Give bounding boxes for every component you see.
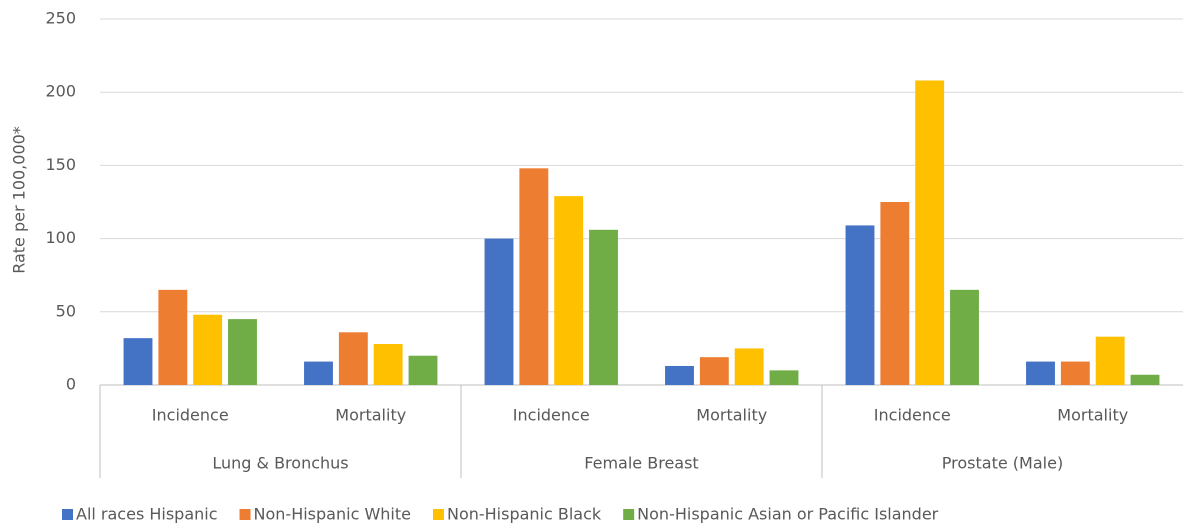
y-tick-label: 50 xyxy=(56,301,76,320)
bar xyxy=(304,361,333,385)
group-label: Lung & Bronchus xyxy=(212,454,348,473)
legend-label: All races Hispanic xyxy=(76,505,218,524)
x-tick-label: Mortality xyxy=(335,406,406,425)
y-tick-label: 200 xyxy=(45,82,76,101)
bar xyxy=(950,289,979,385)
bar xyxy=(373,344,403,385)
y-tick-label: 0 xyxy=(66,375,76,394)
y-axis-title: Rate per 100,000* xyxy=(10,126,29,274)
bar xyxy=(338,332,368,385)
legend-label: Non-Hispanic Black xyxy=(447,505,602,524)
bar xyxy=(484,238,514,385)
x-tick-label: Mortality xyxy=(1057,406,1128,425)
bar xyxy=(408,355,438,385)
bar xyxy=(1130,374,1160,385)
bar xyxy=(554,196,584,385)
bar xyxy=(519,168,549,385)
y-tick-label: 100 xyxy=(45,228,76,247)
bar xyxy=(228,319,257,385)
bar xyxy=(1026,361,1055,385)
bar xyxy=(845,225,875,385)
bar xyxy=(158,289,188,385)
x-tick-label: Incidence xyxy=(152,406,229,425)
group-label: Female Breast xyxy=(584,454,698,473)
bar xyxy=(1060,361,1090,385)
bar xyxy=(699,357,729,385)
bar xyxy=(123,338,153,385)
x-tick-label: Mortality xyxy=(696,406,767,425)
bar xyxy=(665,365,694,385)
legend-swatch xyxy=(623,509,635,520)
legend-swatch xyxy=(239,509,251,520)
legend-swatch xyxy=(432,509,444,520)
bar xyxy=(915,80,945,385)
x-tick-label: Incidence xyxy=(513,406,590,425)
y-tick-label: 150 xyxy=(45,155,76,174)
legend-swatch xyxy=(62,509,73,520)
bar xyxy=(880,202,910,385)
legend-label: Non-Hispanic Asian or Pacific Islander xyxy=(637,505,939,524)
x-tick-label: Incidence xyxy=(874,406,951,425)
y-tick-label: 250 xyxy=(45,9,76,28)
group-label: Prostate (Male) xyxy=(942,454,1063,473)
bar xyxy=(1095,336,1125,385)
bar xyxy=(589,229,618,385)
legend-label: Non-Hispanic White xyxy=(254,505,411,524)
bar xyxy=(769,370,799,385)
bar xyxy=(734,348,764,385)
bar xyxy=(193,314,223,385)
